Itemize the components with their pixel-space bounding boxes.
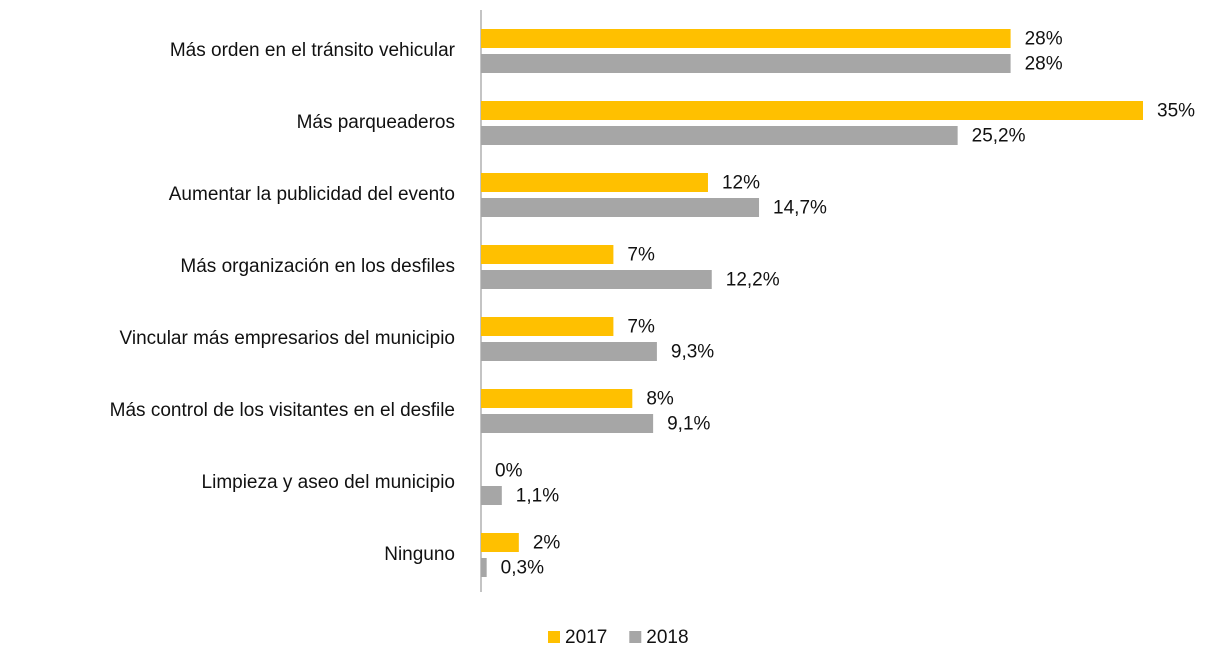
- value-label: 9,1%: [667, 414, 710, 435]
- bar: [481, 245, 614, 264]
- category-label: Más parqueaderos: [297, 112, 455, 133]
- bar: [481, 486, 502, 505]
- legend-swatch: [629, 631, 642, 643]
- category-label: Más orden en el tránsito vehicular: [170, 40, 456, 61]
- category-label: Ninguno: [384, 544, 455, 565]
- value-label: 14,7%: [773, 198, 827, 219]
- category-label: Aumentar la publicidad del evento: [169, 184, 455, 205]
- value-label: 12,2%: [726, 270, 780, 291]
- legend-swatch: [548, 631, 560, 643]
- bar: [481, 29, 1011, 48]
- value-label: 0,3%: [501, 558, 544, 579]
- bar: [481, 101, 1143, 120]
- value-label: 7%: [627, 245, 655, 266]
- bar: [481, 173, 708, 192]
- bar: [481, 317, 614, 336]
- bar: [481, 198, 760, 217]
- category-label: Más control de los visitantes en el desf…: [110, 400, 455, 421]
- bar: [481, 389, 633, 408]
- value-label: 9,3%: [671, 342, 714, 363]
- value-label: 0%: [495, 461, 523, 482]
- value-label: 7%: [627, 317, 655, 338]
- value-label: 28%: [1025, 54, 1063, 75]
- value-label: 2%: [533, 533, 561, 554]
- value-label: 8%: [646, 389, 674, 410]
- bar: [481, 270, 712, 289]
- category-label: Limpieza y aseo del municipio: [202, 472, 455, 493]
- category-label: Más organización en los desfiles: [180, 256, 455, 277]
- bar: [481, 342, 657, 361]
- legend-label: 2018: [646, 627, 688, 648]
- legend-label: 2017: [565, 627, 607, 648]
- bar: [481, 126, 958, 145]
- bar: [481, 54, 1011, 73]
- bar: [481, 533, 519, 552]
- bar: [481, 414, 654, 433]
- value-label: 12%: [722, 173, 760, 194]
- value-label: 1,1%: [516, 486, 559, 507]
- value-label: 35%: [1157, 101, 1195, 122]
- category-label: Vincular más empresarios del municipio: [120, 328, 455, 349]
- value-label: 28%: [1025, 29, 1063, 50]
- value-label: 25,2%: [972, 126, 1026, 147]
- bar: [481, 558, 487, 577]
